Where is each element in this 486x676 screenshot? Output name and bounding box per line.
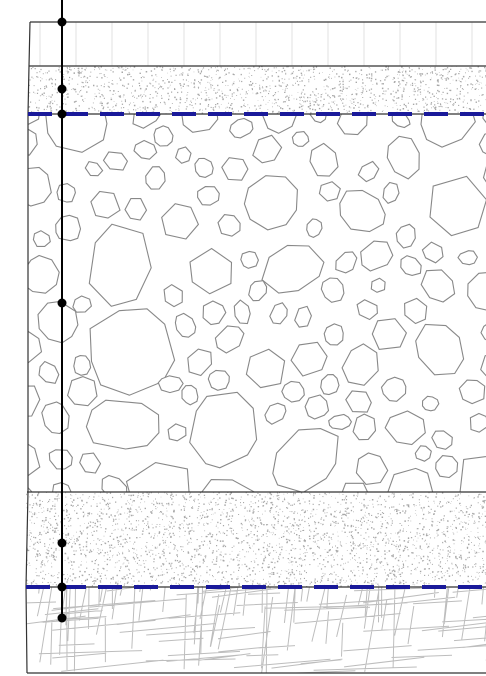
bedrock-layer-crosshatch bbox=[27, 587, 486, 673]
top-layer bbox=[30, 22, 486, 66]
sand-layer-upper-speckle bbox=[28, 66, 486, 114]
bedrock-layer bbox=[27, 587, 486, 673]
marker-upper-sand bbox=[57, 84, 67, 94]
marker-water-lower bbox=[57, 582, 67, 592]
marker-bedrock bbox=[57, 613, 67, 623]
section-left-edge bbox=[25, 21, 31, 674]
sand-layer-lower-speckle bbox=[26, 492, 486, 587]
sand-layer-upper bbox=[28, 66, 486, 114]
gravel-layer-cobbles bbox=[28, 114, 486, 492]
marker-gravel bbox=[57, 298, 67, 308]
borehole-markers bbox=[57, 17, 67, 623]
top-layer-grid bbox=[39, 22, 473, 66]
marker-top bbox=[57, 17, 67, 27]
marker-lower-sand bbox=[57, 538, 67, 548]
marker-water-upper bbox=[57, 109, 67, 119]
